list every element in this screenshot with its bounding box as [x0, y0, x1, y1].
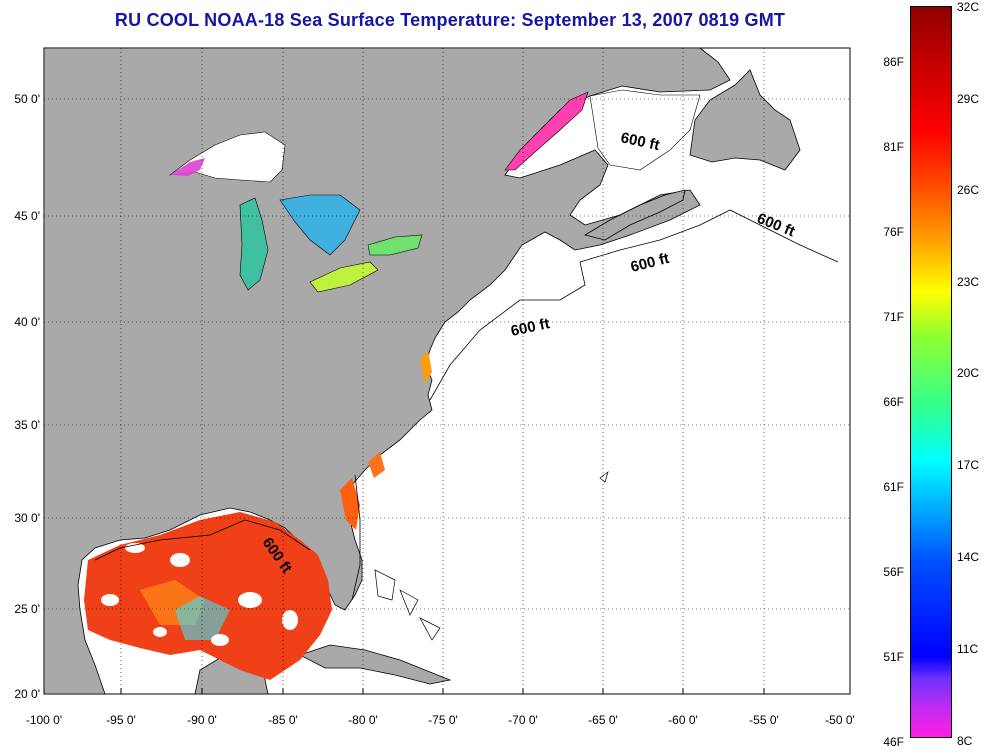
- colorbar-f-label: 56F: [883, 565, 904, 579]
- land-cuba: [298, 644, 452, 685]
- lon-label: -85 0': [268, 713, 298, 727]
- gulf-st-lawrence: [589, 89, 701, 171]
- colorbar-c-label: 8C: [957, 734, 973, 748]
- lake-superior-sst: [170, 158, 205, 176]
- cloud-gap: [282, 610, 298, 630]
- isobath-600ft: [94, 209, 839, 601]
- lon-label: -95 0': [106, 713, 136, 727]
- colorbar-c-label: 17C: [957, 458, 980, 472]
- lon-label: -90 0': [187, 713, 217, 727]
- sst-colorbar: [910, 6, 952, 738]
- lake-michigan: [239, 197, 269, 291]
- st-lawrence-sst: [504, 91, 589, 171]
- lon-label: -50 0': [825, 713, 855, 727]
- lon-label: -80 0': [348, 713, 378, 727]
- cloud-gap: [153, 627, 167, 637]
- lat-label: 35 0': [14, 418, 40, 432]
- colorbar-f-label: 86F: [883, 55, 904, 69]
- colorbar-f-label: 71F: [883, 310, 904, 324]
- axis-ticks: [43, 688, 851, 694]
- lake-ontario: [367, 234, 423, 256]
- carolina-sst: [368, 452, 385, 478]
- lon-label: -60 0': [668, 713, 698, 727]
- bahamas-island: [374, 569, 396, 601]
- colorbar-c-label: 32C: [957, 0, 980, 14]
- gulf-cloud-gaps: [101, 543, 298, 646]
- colorbar-f-label: 81F: [883, 140, 904, 154]
- cloud-gap: [125, 543, 145, 553]
- bahamas-island: [419, 617, 441, 641]
- lat-label: 25 0': [14, 602, 40, 616]
- gulf-sst-red: [84, 512, 332, 680]
- lon-label: -70 0': [508, 713, 538, 727]
- colorbar-c-label: 11C: [957, 642, 979, 656]
- colorbar-c-label: 29C: [957, 92, 980, 106]
- cloud-gap: [211, 634, 229, 646]
- colorbar-c-label: 20C: [957, 366, 980, 380]
- land-nova-scotia: [583, 189, 686, 241]
- sst-map: -100 0' -95 0' -90 0' -85 0' -80 0' -75 …: [14, 47, 855, 727]
- lat-label: 45 0': [14, 209, 40, 223]
- lat-label: 20 0': [14, 687, 40, 701]
- land-newfoundland: [689, 69, 801, 171]
- bahamas-island: [399, 589, 419, 616]
- lon-label: -55 0': [749, 713, 779, 727]
- cloud-gap: [238, 592, 262, 608]
- bahamas: [374, 471, 609, 641]
- lat-labels: 50 0' 45 0' 40 0' 35 0' 30 0' 25 0' 20 0…: [14, 92, 40, 701]
- florida-sst: [340, 478, 360, 530]
- colorbar-c-label: 23C: [957, 275, 980, 289]
- cloud-gap: [101, 594, 119, 606]
- lon-label: -75 0': [428, 713, 458, 727]
- lake-huron: [279, 194, 361, 256]
- colorbar-c-label: 14C: [957, 550, 980, 564]
- lat-label: 30 0': [14, 511, 40, 525]
- lat-label: 50 0': [14, 92, 40, 106]
- colorbar-f-label: 46F: [883, 735, 904, 749]
- lon-label: -65 0': [588, 713, 618, 727]
- lake-erie: [309, 261, 379, 293]
- colorbar-f-label: 61F: [883, 480, 904, 494]
- chesapeake-sst: [420, 350, 432, 384]
- colorbar-c-label: 26C: [957, 183, 980, 197]
- isobath-line: [429, 209, 839, 401]
- lat-label: 40 0': [14, 315, 40, 329]
- colorbar-f-label: 76F: [883, 225, 904, 239]
- bahamas-island: [599, 471, 609, 483]
- isobath-line: [94, 519, 311, 561]
- map-title: RU COOL NOAA-18 Sea Surface Temperature:…: [114, 10, 786, 30]
- gulf-sst-cyan: [175, 596, 230, 640]
- lon-label: -100 0': [26, 713, 62, 727]
- great-lakes: [168, 131, 423, 293]
- colorbar-f-label: 51F: [883, 650, 904, 664]
- colorbar-f-label: 66F: [883, 395, 904, 409]
- cloud-gap: [170, 553, 190, 567]
- lon-labels: -100 0' -95 0' -90 0' -85 0' -80 0' -75 …: [26, 713, 855, 727]
- isobath-line: [351, 474, 361, 601]
